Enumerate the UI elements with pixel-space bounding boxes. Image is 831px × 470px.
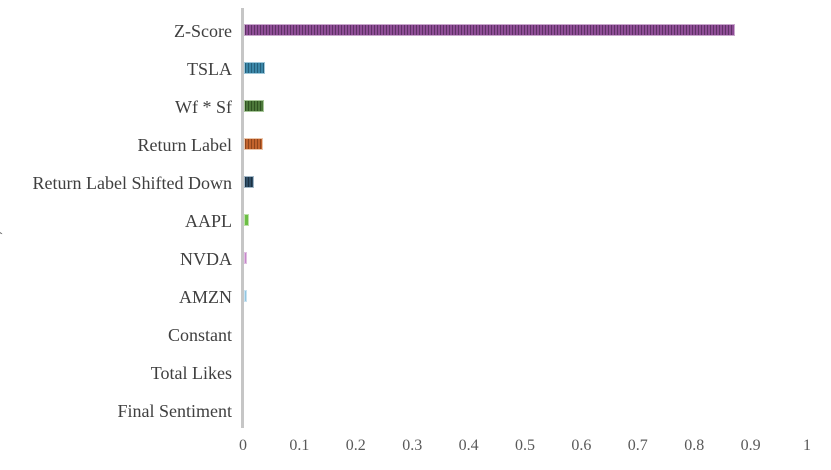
- bar-return-label: [244, 138, 263, 150]
- x-tick-label-0.1: 0.1: [289, 437, 310, 454]
- x-tick-label-0.4: 0.4: [458, 437, 479, 454]
- category-label-tsla: TSLA: [187, 59, 232, 79]
- x-tick-label-1: 1: [803, 437, 811, 454]
- category-label-nvda: NVDA: [180, 249, 232, 269]
- x-tick-label-0.6: 0.6: [571, 437, 592, 454]
- bar-tsla: [244, 62, 265, 74]
- category-label-amzn: AMZN: [179, 287, 232, 307]
- category-label-constant: Constant: [167, 325, 232, 345]
- bar-amzn: [244, 290, 247, 302]
- x-tick-label-0.5: 0.5: [515, 437, 535, 454]
- zero-axis-line: [241, 8, 244, 428]
- x-tick-label-0.8: 0.8: [684, 437, 705, 454]
- category-label-aapl: AAPL: [184, 211, 232, 231]
- bar-wf-sf: [244, 100, 264, 112]
- category-label-return-label: Return Label: [137, 135, 232, 155]
- x-tick-label-0.9: 0.9: [740, 437, 761, 454]
- category-label-return-label-shifted-down: Return Label Shifted Down: [32, 173, 232, 193]
- x-tick-label-0.3: 0.3: [402, 437, 423, 454]
- bar-return-label-shifted-down: [244, 176, 254, 188]
- bar-aapl: [244, 214, 249, 226]
- x-tick-label-0: 0: [239, 437, 247, 454]
- category-label-wf-sf: Wf * Sf: [175, 97, 232, 117]
- x-tick-label-0.7: 0.7: [627, 437, 648, 454]
- bar-nvda: [244, 252, 247, 264]
- x-tick-label-0.2: 0.2: [345, 437, 366, 454]
- category-label-final-sentiment: Final Sentiment: [117, 401, 233, 421]
- category-label-z-score: Z-Score: [174, 21, 232, 41]
- bar-z-score: [244, 24, 735, 36]
- category-label-total-likes: Total Likes: [150, 363, 232, 383]
